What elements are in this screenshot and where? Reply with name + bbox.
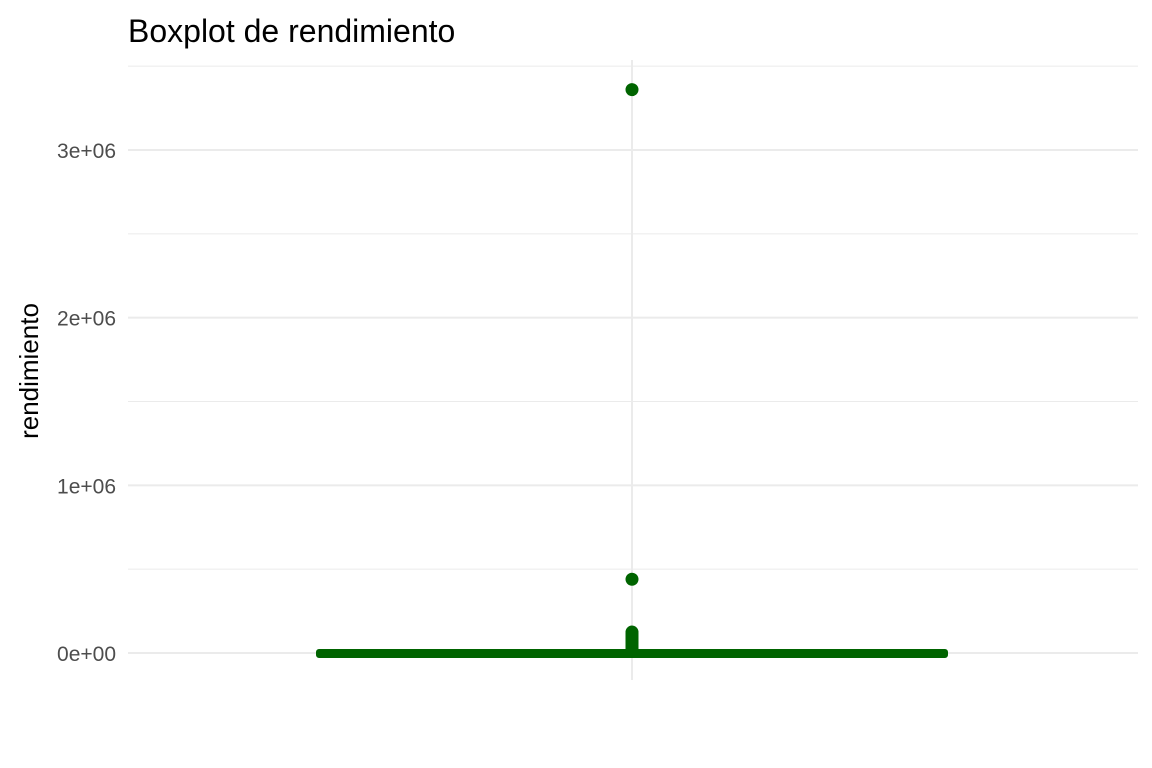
data-layer — [316, 83, 948, 658]
y-axis-label: rendimiento — [14, 303, 44, 439]
y-tick-label: 0e+00 — [57, 643, 116, 666]
y-tick-label: 3e+06 — [57, 140, 116, 163]
outlier-point — [625, 572, 639, 586]
tick-layer: 0e+00 1e+06 2e+06 3e+06 — [57, 140, 116, 666]
y-tick-label: 2e+06 — [57, 308, 116, 331]
grid-layer — [128, 60, 1138, 680]
outlier-point — [625, 83, 639, 97]
y-tick-label: 1e+06 — [57, 475, 116, 498]
outlier-point — [625, 643, 639, 657]
chart-title: Boxplot de rendimiento — [128, 13, 455, 49]
